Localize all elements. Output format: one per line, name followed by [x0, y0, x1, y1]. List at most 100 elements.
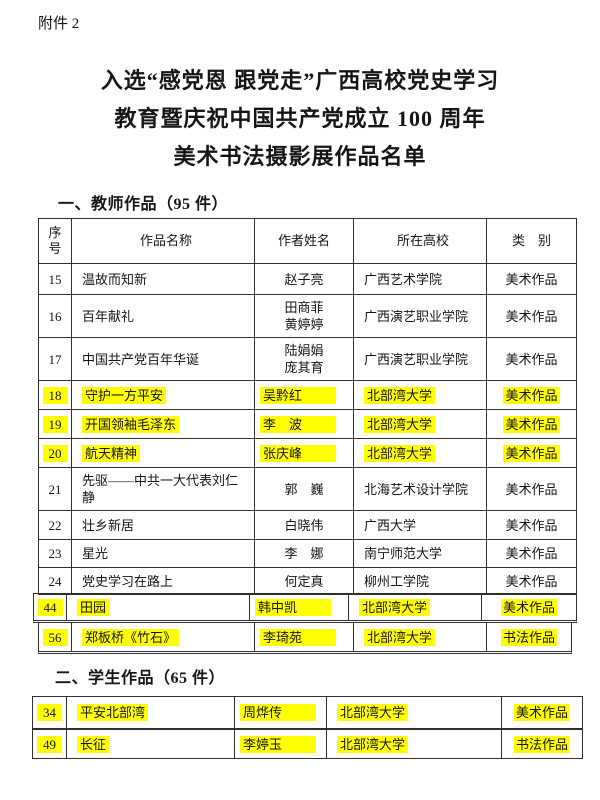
table-row: 56 郑板桥《竹石》 李琦苑 北部湾大学 书法作品 — [39, 623, 571, 651]
cell-author: 周烨传 — [240, 704, 317, 721]
cell-university: 南宁师范大学 — [364, 546, 443, 561]
cell-university: 北部湾大学 — [359, 598, 431, 616]
table-row: 21 先驱——中共一大代表刘仁静 郭 巍 北海艺术设计学院 美术作品 — [39, 467, 576, 510]
cell-category: 美术作品 — [503, 415, 560, 433]
cell-author: 李琦苑 — [260, 628, 337, 646]
header-university-label: 所在高校 — [396, 233, 449, 248]
header-serial: 序 号 — [39, 219, 71, 263]
cell-author: 张庆峰 — [260, 444, 337, 462]
cell-serial: 49 — [37, 735, 62, 753]
cell-serial: 44 — [37, 598, 63, 616]
cell-title: 中国共产党百年华诞 — [82, 351, 200, 367]
cell-serial: 20 — [42, 444, 68, 462]
cell-title: 郑板桥《竹石》 — [82, 628, 180, 646]
cell-category: 美术作品 — [505, 546, 558, 561]
teacher-section-heading: 一、教师作品（95 件） — [58, 196, 229, 213]
cell-author: 田商菲 — [284, 300, 324, 315]
table-row: 20 航天精神 张庆峰 北部湾大学 美术作品 — [39, 438, 576, 467]
header-author: 作者姓名 — [254, 219, 353, 263]
cell-category: 美术作品 — [500, 598, 557, 616]
cell-title: 党史学习在路上 — [82, 573, 174, 589]
cell-university: 北部湾大学 — [364, 386, 436, 404]
cell-title: 航天精神 — [82, 444, 141, 462]
cell-category: 美术作品 — [503, 386, 560, 404]
cell-title: 长征 — [77, 735, 110, 753]
cell-university: 北部湾大学 — [364, 628, 436, 646]
student-works-row-49: 49 长征 李婷玉 北部湾大学 书法作品 — [32, 729, 583, 759]
table-row: 49 长征 李婷玉 北部湾大学 书法作品 — [33, 730, 582, 758]
table-row: 16 百年献礼 田商菲 黄婷婷 广西演艺职业学院 美术作品 — [39, 294, 576, 337]
header-author-label: 作者姓名 — [277, 233, 330, 248]
header-category: 类 别 — [486, 219, 576, 263]
table-row: 15 温故而知新 赵子亮 广西艺术学院 美术作品 — [39, 263, 576, 294]
cell-serial: 24 — [48, 573, 62, 589]
cell-university: 北海艺术设计学院 — [364, 481, 469, 497]
cell-author: 吴黔红 — [260, 386, 337, 404]
cell-university: 北部湾大学 — [337, 735, 409, 753]
header-title: 作品名称 — [71, 219, 254, 263]
cell-author: 陆娟娟 — [284, 343, 324, 358]
title-line-3: 美术书法摄影展作品名单 — [173, 144, 427, 169]
cell-author: 郭 巍 — [284, 481, 324, 497]
cell-serial: 15 — [48, 271, 62, 287]
cell-serial: 56 — [42, 628, 68, 646]
cell-category: 书法作品 — [513, 735, 570, 753]
table-row: 24 党史学习在路上 何定真 柳州工学院 美术作品 — [39, 567, 576, 594]
cell-author: 李婷玉 — [240, 735, 317, 753]
cell-serial: 18 — [42, 386, 68, 404]
table-header-row: 序 号 作品名称 作者姓名 所在高校 类 别 — [39, 219, 576, 263]
cell-author: 李 波 — [260, 415, 337, 433]
cell-author: 庞其育 — [284, 360, 324, 375]
table-row: 17 中国共产党百年华诞 陆娟娟 庞其育 广西演艺职业学院 美术作品 — [39, 337, 576, 380]
table-row: 44 田园 韩中凯 北部湾大学 美术作品 — [34, 594, 576, 620]
cell-serial: 16 — [48, 308, 62, 324]
cell-author: 李 娜 — [284, 546, 324, 561]
teacher-extra-row-56: 56 郑板桥《竹石》 李琦苑 北部湾大学 书法作品 — [38, 622, 572, 654]
cell-category: 美术作品 — [503, 444, 560, 462]
cell-category: 美术作品 — [505, 271, 558, 287]
cell-title: 星光 — [82, 546, 109, 561]
cell-university: 广西演艺职业学院 — [364, 351, 469, 367]
cell-author: 何定真 — [284, 573, 324, 589]
header-serial-line1: 序 — [48, 225, 62, 240]
cell-author: 白晓伟 — [284, 517, 324, 533]
cell-author: 黄婷婷 — [284, 317, 324, 332]
title-line-1: 入选“感党恩 跟党走”广西高校党史学习 — [100, 68, 500, 93]
header-title-label: 作品名称 — [139, 233, 192, 248]
cell-university: 广西艺术学院 — [364, 271, 443, 287]
cell-university: 北部湾大学 — [337, 704, 409, 721]
cell-serial: 22 — [48, 517, 62, 533]
cell-title: 温故而知新 — [82, 271, 148, 287]
cell-serial: 34 — [37, 704, 62, 721]
cell-university: 柳州工学院 — [364, 573, 430, 589]
header-university: 所在高校 — [353, 219, 486, 263]
title-line-2: 教育暨庆祝中国共产党成立 100 周年 — [114, 106, 486, 131]
cell-category: 书法作品 — [500, 628, 557, 646]
table-row: 18 守护一方平安 吴黔红 北部湾大学 美术作品 — [39, 380, 576, 409]
cell-serial: 23 — [48, 546, 62, 561]
cell-title: 守护一方平安 — [82, 386, 167, 404]
attachment-label: 附件 2 — [38, 16, 80, 32]
table-row: 23 星光 李 娜 南宁师范大学 美术作品 — [39, 539, 576, 567]
cell-title: 百年献礼 — [82, 308, 135, 324]
cell-serial: 21 — [48, 481, 62, 497]
student-section-heading: 二、学生作品（65 件） — [55, 670, 226, 687]
cell-author: 韩中凯 — [255, 598, 332, 616]
teacher-extra-row-44: 44 田园 韩中凯 北部湾大学 美术作品 — [33, 593, 577, 623]
cell-university: 北部湾大学 — [364, 444, 436, 462]
cell-author: 赵子亮 — [284, 271, 324, 287]
cell-title: 平安北部湾 — [77, 704, 149, 721]
cell-category: 美术作品 — [513, 704, 570, 721]
student-works-row-34: 34 平安北部湾 周烨传 北部湾大学 美术作品 — [32, 696, 583, 729]
table-row: 22 壮乡新居 白晓伟 广西大学 美术作品 — [39, 510, 576, 539]
cell-title: 壮乡新居 — [82, 517, 135, 533]
document-title: 入选“感党恩 跟党走”广西高校党史学习 教育暨庆祝中国共产党成立 100 周年 … — [0, 62, 600, 176]
cell-university: 北部湾大学 — [364, 415, 436, 433]
table-row: 19 开国领袖毛泽东 李 波 北部湾大学 美术作品 — [39, 409, 576, 438]
cell-university: 广西演艺职业学院 — [364, 308, 469, 324]
cell-serial: 17 — [48, 351, 62, 367]
cell-category: 美术作品 — [505, 308, 558, 324]
header-serial-line2: 号 — [48, 241, 62, 256]
cell-title: 田园 — [77, 598, 110, 616]
